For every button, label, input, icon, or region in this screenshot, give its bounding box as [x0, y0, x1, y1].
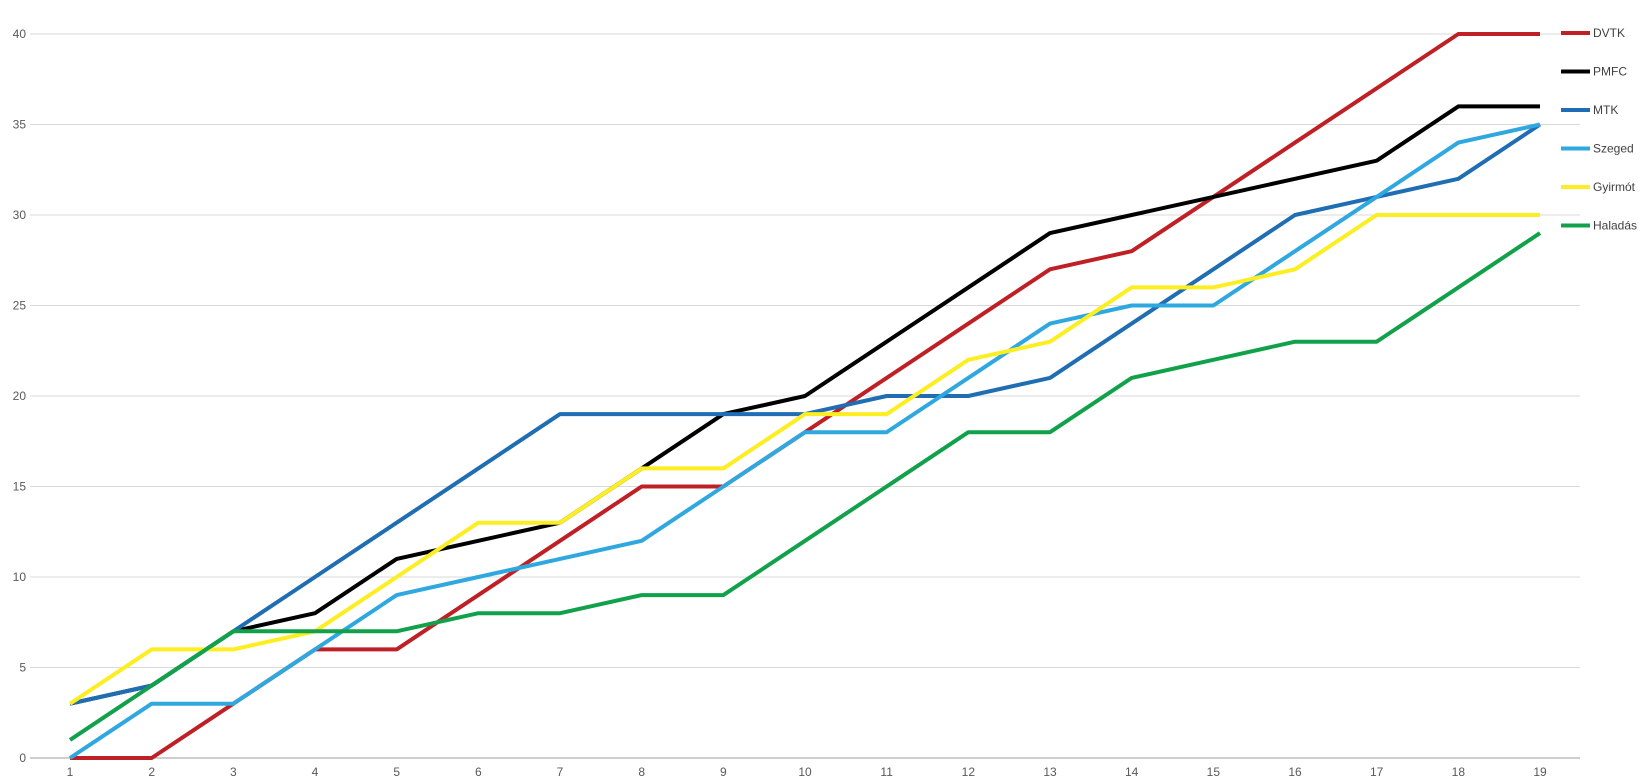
y-axis-tick-label: 35 — [13, 118, 27, 132]
x-axis-tick-label: 2 — [148, 765, 155, 779]
x-axis-tick-label: 19 — [1533, 765, 1547, 779]
x-axis-tick-label: 11 — [880, 765, 893, 779]
x-axis-tick-label: 8 — [638, 765, 645, 779]
x-axis-tick-label: 6 — [475, 765, 482, 779]
x-axis-tick-label: 16 — [1288, 765, 1302, 779]
x-axis-tick-label: 14 — [1125, 765, 1139, 779]
x-axis-tick-label: 5 — [393, 765, 400, 779]
y-axis-tick-label: 10 — [13, 570, 27, 584]
x-axis-tick-label: 7 — [557, 765, 564, 779]
y-axis-tick-label: 5 — [19, 661, 26, 675]
legend-item-gyirmót: Gyirmót — [1561, 180, 1636, 194]
legend-item-dvtk: DVTK — [1561, 26, 1625, 40]
legend-item-haladás: Haladás — [1561, 219, 1637, 233]
x-axis-tick-label: 13 — [1043, 765, 1057, 779]
y-axis-tick-label: 25 — [13, 299, 27, 313]
legend-item-pmfc: PMFC — [1561, 65, 1627, 79]
x-axis-tick-label: 18 — [1452, 765, 1466, 779]
legend-label-szeged: Szeged — [1593, 142, 1634, 156]
y-axis-tick-label: 15 — [13, 480, 27, 494]
x-axis-tick-label: 3 — [230, 765, 237, 779]
legend-label-pmfc: PMFC — [1593, 65, 1627, 79]
y-axis-tick-label: 30 — [13, 208, 27, 222]
x-axis-tick-label: 10 — [798, 765, 812, 779]
x-axis-tick-label: 17 — [1370, 765, 1384, 779]
legend-item-mtk: MTK — [1561, 103, 1618, 117]
legend-label-haladás: Haladás — [1593, 219, 1637, 233]
x-axis-tick-label: 12 — [962, 765, 976, 779]
y-axis-tick-label: 40 — [13, 27, 27, 41]
x-axis-tick-label: 15 — [1207, 765, 1221, 779]
y-axis-tick-label: 20 — [13, 389, 27, 403]
series-lines — [68, 32, 1542, 760]
x-axis-labels: 1 2 3 4 5 6 7 8 9 10 11 12 13 14 15 16 17 18 19 — [67, 765, 1547, 779]
legend-label-dvtk: DVTK — [1593, 26, 1625, 40]
x-axis-tick-label: 9 — [720, 765, 727, 779]
series-line-szeged — [68, 122, 1541, 760]
legend: DVTK PMFC MTK Szeged Gyirmót Haladás — [1561, 26, 1637, 233]
legend-label-mtk: MTK — [1593, 103, 1618, 117]
y-axis-labels: 0 5 10 15 20 25 30 35 40 — [13, 27, 27, 765]
y-axis-tick-label: 0 — [19, 751, 26, 765]
series-line-haladás — [68, 231, 1542, 742]
legend-item-szeged: Szeged — [1561, 142, 1634, 156]
series-line-pmfc — [69, 104, 1541, 706]
x-axis-tick-label: 4 — [312, 765, 319, 779]
x-axis-tick-label: 1 — [67, 765, 74, 779]
legend-label-gyirmót: Gyirmót — [1593, 180, 1636, 194]
